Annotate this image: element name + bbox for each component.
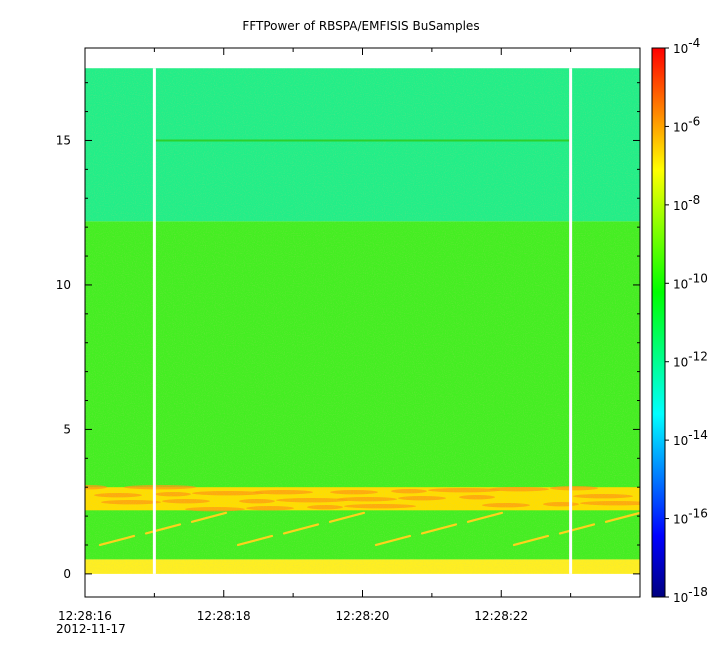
colorbar-tick-label: 10-18 — [673, 585, 708, 605]
data-gap — [569, 68, 573, 574]
data-gaps — [152, 68, 573, 574]
colorbar-gradient — [652, 48, 665, 597]
x-tick-label: 12:28:18 — [197, 609, 251, 623]
x-tick-label: 12:28:20 — [336, 609, 390, 623]
noise-texture — [85, 68, 640, 574]
x-tick-label: 12:28:22 — [474, 609, 528, 623]
colorbar-frame — [651, 47, 666, 598]
colorbar-tick-label: 10-12 — [673, 350, 708, 370]
y-tick-label: 10 — [56, 278, 71, 292]
colorbar-tick-label: 10-4 — [673, 36, 700, 56]
x-axis: 12:28:16 12:28:18 12:28:20 12:28:22 — [58, 48, 641, 623]
x-date-label: 2012-11-17 — [56, 622, 126, 636]
colorbar-tick-label: 10-8 — [673, 193, 700, 213]
chart-title: FFTPower of RBSPA/EMFISIS BuSamples — [242, 19, 479, 33]
y-axis: 0 5 10 15 — [56, 82, 640, 581]
colorbar-tick-label: 10-6 — [673, 114, 700, 134]
y-tick-label: 15 — [56, 133, 71, 147]
y-tick-label: 0 — [63, 567, 71, 581]
colorbar: 10-4 10-6 10-8 10-10 10-12 10-14 10-16 10-18 — [651, 36, 708, 605]
colorbar-tick-label: 10-14 — [673, 428, 708, 448]
y-tick-label: 5 — [63, 422, 71, 436]
plot-area — [85, 68, 640, 574]
data-gap — [152, 68, 156, 574]
x-tick-label: 12:28:16 — [58, 609, 112, 623]
colorbar-tick-label: 10-16 — [673, 507, 708, 527]
colorbar-tick-label: 10-10 — [673, 271, 708, 291]
colorbar-ticks: 10-4 10-6 10-8 10-10 10-12 10-14 10-16 10-18 — [665, 36, 708, 605]
